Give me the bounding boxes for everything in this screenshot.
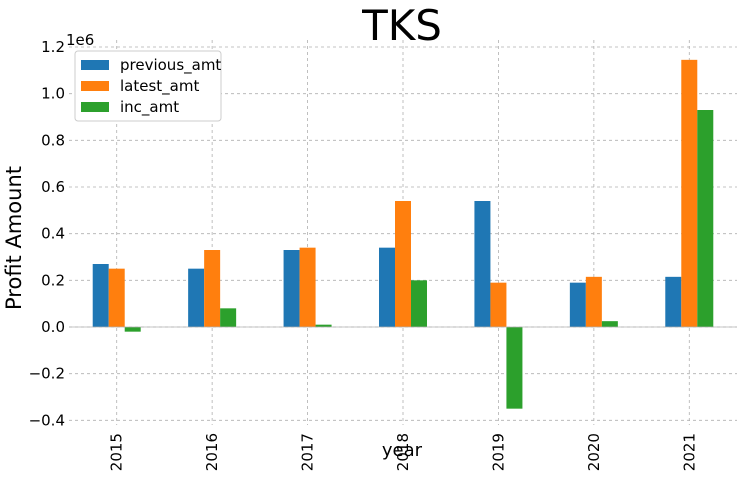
bar-latest_amt-2017 [299,247,316,327]
x-axis-label: year [382,440,423,461]
bar-latest_amt-2020 [585,276,602,327]
y-tick-label: 1.0 [41,85,65,103]
bar-inc_amt-2015 [124,327,141,332]
bar-inc_amt-2017 [315,324,332,327]
bar-previous_amt-2019 [474,201,491,327]
x-tick-label: 2016 [203,433,221,471]
y-tick-labels: −0.4 −0.2 0.0 0.2 0.4 0.6 0.8 1.0 1.2 [29,38,65,429]
legend-swatch-inc_amt [81,102,109,112]
bar-inc_amt-2019 [506,327,523,409]
x-tick-label: 2015 [108,433,126,471]
bar-inc_amt-2018 [411,280,427,327]
x-tick-label: 2019 [489,433,507,471]
x-tick-label: 2017 [299,433,317,471]
bar-previous_amt-2021 [665,276,682,327]
legend: previous_amt latest_amt inc_amt [74,50,222,122]
y-tick-label: 0.6 [41,178,65,196]
legend-box [74,50,222,122]
legend-swatch-latest_amt [81,81,109,91]
bar-previous_amt-2016 [188,268,205,327]
bar-previous_amt-2017 [283,250,300,327]
y-tick-label: 0.2 [41,271,65,289]
y-tick-label: 1.2 [41,38,65,56]
bars [92,59,714,409]
y-tick-label: 0.4 [41,225,65,243]
bar-inc_amt-2021 [697,110,714,327]
y-tick-label: 0.8 [41,131,65,149]
bar-previous_amt-2015 [92,264,109,327]
bar-inc_amt-2016 [220,308,237,327]
y-tick-label: −0.4 [29,411,65,429]
bar-latest_amt-2019 [490,282,507,327]
bar-latest_amt-2015 [108,268,125,327]
bar-inc_amt-2020 [601,321,618,327]
y-offset-label: 1e6 [66,31,94,49]
x-tick-labels: 2015 2016 2017 2018 2019 2020 2021 [108,433,699,471]
x-tick-label: 2020 [585,433,603,471]
x-tick-label: 2018 [394,433,412,471]
x-tick-label: 2021 [680,433,698,471]
legend-label-inc_amt: inc_amt [120,98,179,117]
y-axis-label: Profit Amount [2,166,26,310]
y-tick-label: −0.2 [29,365,65,383]
bar-previous_amt-2020 [569,282,586,327]
bar-latest_amt-2021 [681,59,698,327]
legend-label-previous_amt: previous_amt [120,56,221,75]
bar-latest_amt-2016 [204,250,221,327]
legend-label-latest_amt: latest_amt [120,77,199,96]
chart-title: TKS [361,1,442,50]
bar-latest_amt-2018 [395,201,411,327]
legend-swatch-previous_amt [81,60,109,70]
bar-previous_amt-2018 [379,247,395,327]
y-tick-label: 0.0 [41,318,65,336]
